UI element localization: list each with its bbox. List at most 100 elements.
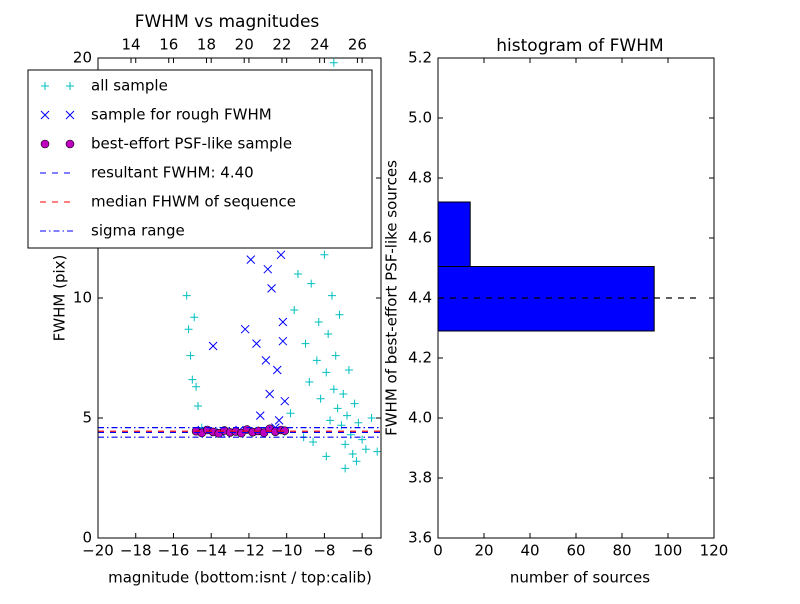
point <box>184 325 193 334</box>
point <box>193 402 202 410</box>
legend-marker <box>41 82 49 90</box>
legend-marker <box>66 82 74 90</box>
point <box>307 279 316 288</box>
y-tick-label: 3.8 <box>408 469 432 487</box>
point <box>358 435 367 444</box>
top-tick-label: 26 <box>348 36 367 54</box>
legend-label: sample for rough FWHM <box>91 106 272 124</box>
point <box>272 365 282 375</box>
point <box>329 385 338 394</box>
point <box>348 450 357 458</box>
point <box>182 291 191 300</box>
y-tick-label: 5 <box>82 409 92 427</box>
point <box>343 411 352 420</box>
point <box>335 310 344 319</box>
point <box>263 264 273 274</box>
frame <box>97 57 382 539</box>
point <box>352 457 361 466</box>
point <box>327 291 336 300</box>
point <box>208 341 218 351</box>
point <box>320 250 329 259</box>
top-tick-label: 24 <box>310 36 329 54</box>
point <box>305 378 314 386</box>
y-tick-label: 5.0 <box>408 109 432 127</box>
point <box>341 440 350 449</box>
y-tick-label: 4.4 <box>408 289 432 307</box>
y-tick-label: 4.2 <box>408 349 432 367</box>
point <box>267 284 276 293</box>
top-tick-label: 14 <box>121 36 140 54</box>
legend-label: best-effort PSF-like sample <box>91 135 292 153</box>
x-tick-label: −8 <box>313 542 335 560</box>
legend-marker <box>65 139 75 149</box>
legend-marker <box>40 139 50 149</box>
point <box>240 324 250 334</box>
point <box>312 356 321 365</box>
point <box>333 404 342 413</box>
point <box>367 414 376 422</box>
point <box>265 389 275 399</box>
point <box>293 270 302 278</box>
y-tick-label: 4.0 <box>408 409 432 427</box>
point <box>261 356 271 365</box>
point <box>373 447 382 456</box>
x-tick-label: −18 <box>120 542 152 560</box>
point <box>324 330 333 338</box>
x-tick-label: −12 <box>233 542 265 560</box>
frame <box>437 57 715 539</box>
point <box>326 416 335 425</box>
point <box>309 438 318 446</box>
point <box>278 336 288 346</box>
x-tick-label: −16 <box>158 542 190 560</box>
top-tick-label: 18 <box>197 36 216 54</box>
left-title: FWHM vs magnitudes <box>135 12 320 32</box>
right-y-label: FWHM of best-effort PSF-like sources <box>383 160 401 436</box>
point <box>301 339 310 348</box>
point <box>354 418 363 427</box>
y-tick-label: 4.8 <box>408 169 432 187</box>
legend-label: sigma range <box>91 222 185 240</box>
point <box>350 399 359 408</box>
point <box>331 351 340 360</box>
point <box>290 306 299 314</box>
top-tick-label: 20 <box>235 36 254 54</box>
point <box>190 313 199 322</box>
right-title: histogram of FWHM <box>496 36 663 56</box>
point <box>188 375 197 384</box>
top-tick-label: 22 <box>272 36 291 54</box>
point <box>278 317 288 327</box>
legend-marker <box>65 110 75 120</box>
point <box>329 58 338 67</box>
point <box>186 351 195 360</box>
x-tick-label: −6 <box>351 542 373 560</box>
y-tick-label: 4.6 <box>408 229 432 247</box>
x-tick-label: 100 <box>654 542 683 560</box>
legend-label: median FHWM of sequence <box>91 193 296 211</box>
x-tick-label: 60 <box>566 542 585 560</box>
point <box>246 255 256 264</box>
point <box>316 394 325 403</box>
y-tick-label: 5.2 <box>408 49 432 67</box>
x-tick-label: −20 <box>82 542 114 560</box>
point <box>255 411 265 420</box>
left-y-label: FWHM (pix) <box>51 255 69 342</box>
legend-label: all sample <box>91 77 168 95</box>
legend-marker <box>40 110 50 120</box>
x-tick-label: 0 <box>433 542 443 560</box>
point <box>341 464 350 473</box>
legend-label: resultant FWHM: 4.40 <box>91 164 254 182</box>
right-x-label: number of sources <box>510 569 650 587</box>
point <box>192 382 201 391</box>
point <box>339 390 348 398</box>
x-tick-label: 40 <box>520 542 539 560</box>
y-tick-label: 0 <box>82 529 92 547</box>
point <box>276 250 286 260</box>
x-tick-label: −10 <box>271 542 303 560</box>
bar <box>437 266 655 332</box>
top-tick-label: 16 <box>159 36 178 54</box>
point <box>322 368 331 377</box>
y-tick-label: 10 <box>73 289 92 307</box>
point <box>361 445 370 454</box>
